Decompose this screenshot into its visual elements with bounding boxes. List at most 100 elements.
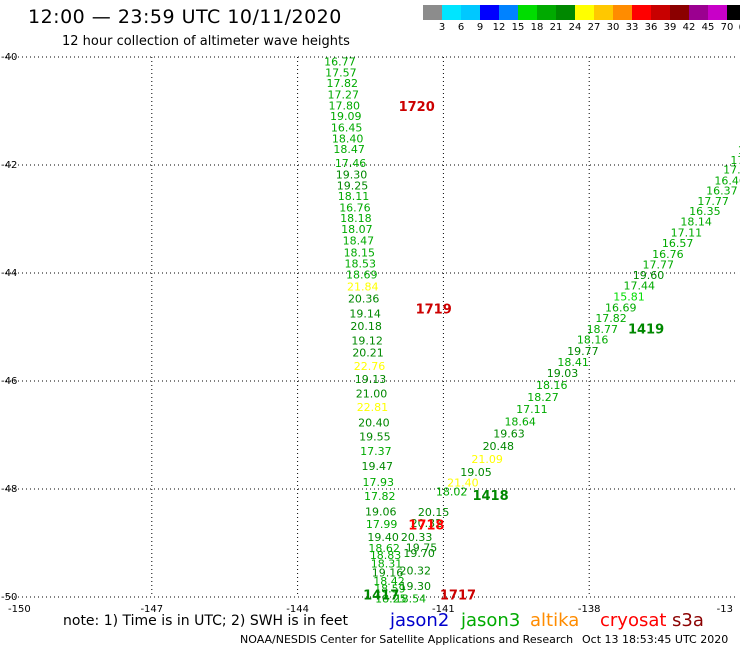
swh-point-label: 19.60 bbox=[633, 269, 665, 282]
swh-point-label: 18.14 bbox=[680, 215, 712, 228]
swh-point-label: 18.42 bbox=[373, 575, 405, 588]
swh-point-label: 20.32 bbox=[411, 517, 443, 530]
x-tick-label: -150 bbox=[8, 604, 31, 615]
swh-point-label: 19.30 bbox=[399, 580, 431, 593]
swh-point-label: 16.46 bbox=[714, 174, 740, 187]
scale-label: 24 bbox=[568, 22, 582, 33]
swh-point-label: 18.15 bbox=[344, 246, 376, 259]
swh-point-label: 22.76 bbox=[354, 360, 386, 373]
swh-point-label: 19.03 bbox=[547, 367, 579, 380]
swh-point-label: 16.76 bbox=[652, 248, 684, 261]
swh-point-label: 17.11 bbox=[516, 403, 548, 416]
scale-label: 3 bbox=[438, 22, 446, 33]
swh-point-label: 20.15 bbox=[418, 506, 450, 519]
swh-point-label: 18.62 bbox=[368, 542, 400, 555]
x-tick-label: -144 bbox=[286, 604, 309, 615]
swh-point-label: 19.05 bbox=[460, 466, 492, 479]
scale-label: 30 bbox=[606, 22, 620, 33]
y-tick-label: -44 bbox=[1, 268, 17, 279]
swh-point-label: 18.18 bbox=[340, 212, 372, 225]
swh-point-label: 17.46 bbox=[335, 157, 367, 170]
swh-point-label: 18.25 bbox=[375, 592, 407, 605]
scale-swatch bbox=[537, 5, 556, 20]
swh-point-label: 17.82 bbox=[595, 312, 627, 325]
track-time-label: 1418 bbox=[472, 489, 508, 504]
swh-point-label: 18.47 bbox=[343, 234, 375, 247]
swh-point-label: 19.70 bbox=[403, 547, 435, 560]
x-tick-label: -13 bbox=[717, 604, 733, 615]
swh-point-label: 21.09 bbox=[471, 453, 503, 466]
swh-point-label: 16.77 bbox=[324, 56, 356, 69]
mission-jason3: jason3 bbox=[461, 610, 521, 631]
track-time-label: 1419 bbox=[628, 322, 664, 337]
swh-point-label: 15.81 bbox=[613, 291, 645, 304]
swh-point-label: 17.26 bbox=[730, 154, 740, 167]
scale-swatch bbox=[708, 5, 727, 20]
scale-swatch bbox=[499, 5, 518, 20]
swh-point-label: 19.14 bbox=[349, 307, 381, 320]
swh-point-label: 19.25 bbox=[337, 179, 369, 192]
swh-point-label: 20.32 bbox=[399, 564, 431, 577]
track-time-label: 1720 bbox=[399, 100, 435, 115]
swh-point-label: 18.07 bbox=[341, 223, 373, 236]
color-scale-bar bbox=[423, 5, 740, 21]
scale-swatch bbox=[480, 5, 499, 20]
scale-swatch bbox=[423, 5, 442, 20]
scale-swatch bbox=[556, 5, 575, 20]
scale-label: 45 bbox=[701, 22, 715, 33]
y-tick-label: -48 bbox=[1, 484, 17, 495]
swh-point-label: 19.47 bbox=[362, 460, 394, 473]
swh-point-label: 20.18 bbox=[350, 320, 382, 333]
swh-point-label: 17.82 bbox=[364, 490, 396, 503]
scale-swatch bbox=[575, 5, 594, 20]
x-tick-label: -141 bbox=[432, 604, 455, 615]
chart-subtitle: 12 hour collection of altimeter wave hei… bbox=[62, 34, 350, 49]
swh-point-label: 19.77 bbox=[567, 345, 599, 358]
footer-credit: NOAA/NESDIS Center for Satellite Applica… bbox=[240, 633, 574, 646]
swh-point-label: 18.16 bbox=[536, 379, 568, 392]
mission-jason2: jason2 bbox=[390, 610, 450, 631]
scale-swatch bbox=[442, 5, 461, 20]
swh-point-label: 17.80 bbox=[329, 99, 361, 112]
scale-label: 39 bbox=[663, 22, 677, 33]
swh-point-label: 18.69 bbox=[346, 268, 378, 281]
swh-point-label: 18.59 bbox=[374, 583, 406, 596]
chart-title: 12:00 — 23:59 UTC 10/11/2020 bbox=[28, 6, 342, 28]
scale-swatch bbox=[461, 5, 480, 20]
swh-point-label: 20.21 bbox=[352, 347, 384, 360]
swh-point-label: 19.30 bbox=[336, 169, 368, 182]
swh-point-label: 19.06 bbox=[365, 505, 397, 518]
swh-point-label: 19.16 bbox=[372, 566, 404, 579]
swh-point-label: 16.57 bbox=[662, 237, 694, 250]
scale-label: 42 bbox=[682, 22, 696, 33]
scale-label: 21 bbox=[549, 22, 563, 33]
scale-label: 12 bbox=[492, 22, 506, 33]
swh-point-label: 22.81 bbox=[357, 401, 389, 414]
swh-point-label: 18.54 bbox=[395, 592, 427, 605]
swh-point-label: 17.82 bbox=[327, 77, 359, 90]
swh-point-label: 18.41 bbox=[557, 356, 589, 369]
swh-point-label: 17.57 bbox=[325, 66, 357, 79]
y-tick-label: -42 bbox=[1, 160, 17, 171]
track-time-label: 1717 bbox=[440, 589, 476, 604]
swh-point-label: 19.55 bbox=[359, 430, 391, 443]
swh-point-label: 21.40 bbox=[447, 476, 479, 489]
scale-label: 27 bbox=[587, 22, 601, 33]
swh-point-label: 19.40 bbox=[367, 531, 399, 544]
mission-s3a: s3a bbox=[672, 610, 704, 631]
swh-point-label: 18.40 bbox=[332, 132, 364, 145]
scale-swatch bbox=[518, 5, 537, 20]
swh-point-label: 16.45 bbox=[331, 122, 363, 135]
swh-point-label: 18.31 bbox=[371, 557, 403, 570]
x-tick-label: -147 bbox=[140, 604, 163, 615]
scale-swatch bbox=[727, 5, 740, 20]
swh-point-label: 18.64 bbox=[504, 415, 536, 428]
scale-swatch bbox=[670, 5, 689, 20]
note-line: note: 1) Time is in UTC; 2) SWH is in fe… bbox=[0, 610, 740, 634]
footer-timestamp: Oct 13 18:53:45 UTC 2020 bbox=[582, 633, 729, 646]
swh-point-label: 17.77 bbox=[697, 195, 729, 208]
track-time-label: 1417 bbox=[363, 589, 399, 604]
scale-label: 6 bbox=[457, 22, 465, 33]
swh-point-label: 16.69 bbox=[605, 301, 637, 314]
